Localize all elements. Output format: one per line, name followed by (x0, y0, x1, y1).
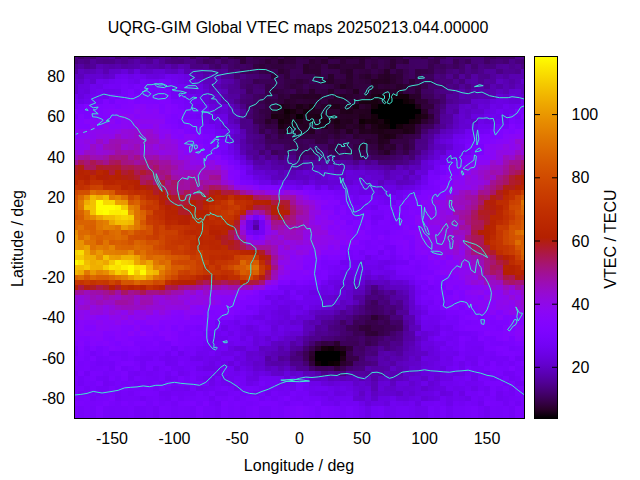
svg-text:-80: -80 (42, 390, 65, 407)
svg-text:60: 60 (47, 108, 65, 125)
svg-text:40: 40 (572, 296, 590, 313)
svg-text:50: 50 (353, 430, 371, 447)
svg-text:150: 150 (474, 430, 501, 447)
svg-text:-60: -60 (42, 350, 65, 367)
svg-text:100: 100 (411, 430, 438, 447)
svg-text:VTEC / TECU: VTEC / TECU (602, 189, 619, 288)
svg-text:0: 0 (295, 430, 304, 447)
svg-text:80: 80 (572, 169, 590, 186)
svg-text:100: 100 (572, 106, 599, 123)
svg-text:-50: -50 (225, 430, 248, 447)
svg-text:60: 60 (572, 233, 590, 250)
svg-text:20: 20 (47, 189, 65, 206)
svg-text:Longitude / deg: Longitude / deg (244, 457, 354, 474)
svg-text:Latitude / deg: Latitude / deg (9, 190, 26, 287)
svg-text:-100: -100 (158, 430, 190, 447)
svg-text:20: 20 (572, 359, 590, 376)
svg-text:40: 40 (47, 149, 65, 166)
svg-text:UQRG-GIM Global VTEC maps 2025: UQRG-GIM Global VTEC maps 20250213.044.0… (108, 19, 489, 36)
svg-text:-40: -40 (42, 309, 65, 326)
svg-text:80: 80 (47, 68, 65, 85)
svg-text:-20: -20 (42, 269, 65, 286)
svg-text:0: 0 (56, 229, 65, 246)
svg-text:-150: -150 (96, 430, 128, 447)
